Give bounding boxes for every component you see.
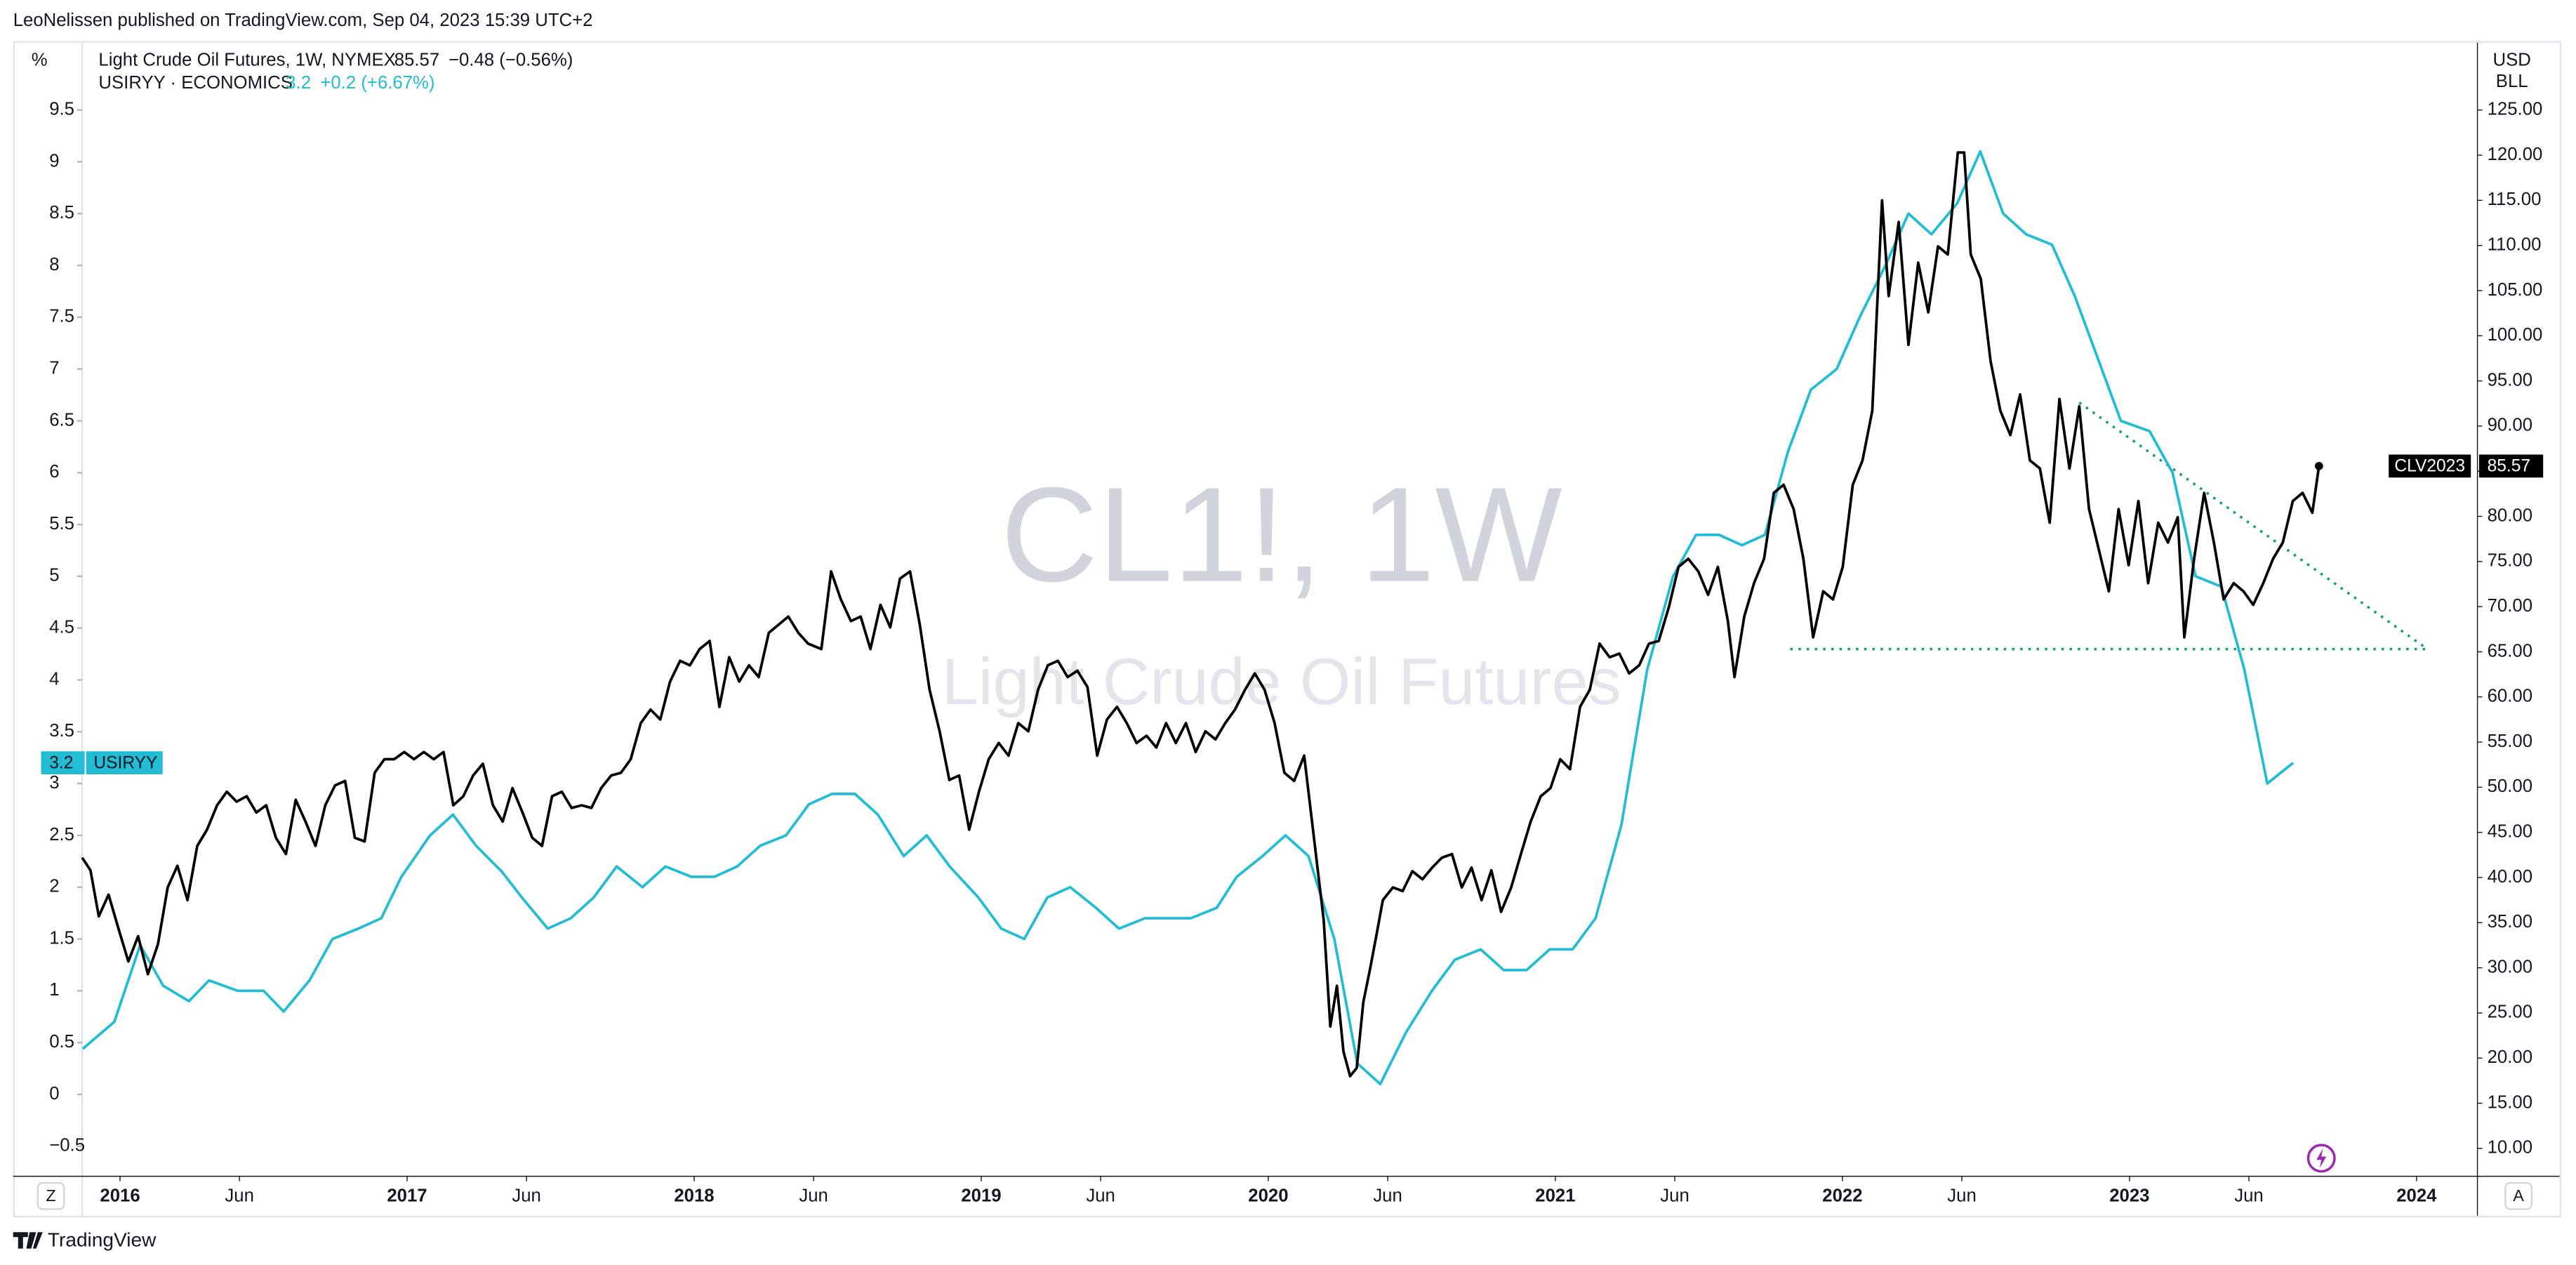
x-tick-label: Jun	[1373, 1186, 1402, 1206]
price-badge-label: CLV2023	[2394, 457, 2465, 476]
x-tick-label: 2017	[387, 1186, 427, 1206]
x-tick-label: 2020	[1248, 1186, 1288, 1206]
y2-tick-label: 90.00	[2488, 416, 2532, 435]
x-tick-label: Jun	[225, 1186, 254, 1206]
publisher: LeoNelissen published on TradingView.com…	[13, 11, 593, 30]
y2-tick-label: 40.00	[2488, 867, 2532, 887]
right-unit: USD	[2493, 50, 2531, 69]
zoom-button[interactable]	[36, 1181, 65, 1210]
event-icon-bolt	[2316, 1148, 2327, 1168]
trendline	[2078, 402, 2429, 651]
x-tick-label: Jun	[1660, 1186, 1689, 1206]
y-tick-label: 6	[49, 462, 59, 482]
y-tick-label: 3	[49, 773, 59, 793]
y2-tick-label: 65.00	[2488, 641, 2532, 661]
y2-tick-label: 60.00	[2488, 687, 2532, 706]
legend-oil-last: 85.57	[394, 50, 439, 69]
cpi-badge-label: USIRYY	[93, 753, 157, 772]
x-tick-label: Jun	[2234, 1186, 2264, 1206]
cpi-badge-value: 3.2	[49, 753, 73, 772]
y2-tick-label: 105.00	[2488, 280, 2543, 300]
y-tick-label: 1.5	[49, 928, 74, 948]
right-unit: BLL	[2496, 72, 2528, 91]
y-tick-label: 0.5	[49, 1032, 74, 1052]
cpi-line	[81, 150, 2295, 1086]
footer: TradingView	[48, 1228, 157, 1250]
price-badge-value	[2478, 454, 2544, 478]
y-tick-label: 8	[49, 255, 59, 274]
y2-tick-label: 55.00	[2488, 731, 2532, 751]
watermark: CL1!, 1W	[1001, 459, 1562, 610]
y-tick-label: 2.5	[49, 825, 74, 845]
y2-tick-label: 115.00	[2488, 190, 2542, 209]
price-badge-value-label: 85.57	[2488, 457, 2530, 476]
y2-tick-label: 30.00	[2488, 957, 2532, 976]
zoom-button-label: Z	[46, 1186, 55, 1205]
y-tick-label: 6.5	[49, 410, 74, 430]
x-tick-label: 2023	[2109, 1186, 2149, 1206]
cpi-badge	[41, 751, 163, 775]
y-tick-label: −0.5	[49, 1136, 85, 1155]
x-tick-label: 2018	[674, 1186, 714, 1206]
y-tick-label: 9.5	[49, 99, 74, 119]
x-tick-label: 2016	[100, 1186, 140, 1206]
watermark-sub: Light Crude Oil Futures	[942, 644, 1621, 718]
x-tick-label: Jun	[512, 1186, 541, 1206]
y-tick-label: 9	[49, 151, 59, 171]
x-tick-label: 2024	[2396, 1186, 2437, 1206]
auto-button[interactable]	[2504, 1181, 2532, 1210]
legend-cpi-change: +0.2 (+6.67%)	[320, 73, 434, 93]
y-tick-label: 3.5	[49, 721, 74, 741]
last-point	[2314, 462, 2323, 470]
y-tick-label: 8.5	[49, 203, 74, 223]
y2-tick-label: 95.00	[2488, 370, 2532, 390]
x-tick-label: 2019	[961, 1186, 1001, 1206]
y2-tick-label: 45.00	[2488, 822, 2532, 842]
y-tick-label: 7.5	[49, 307, 74, 326]
oil-line	[81, 151, 2321, 1078]
x-tick-label: Jun	[799, 1186, 828, 1206]
event-icon[interactable]	[2306, 1144, 2336, 1173]
legend-oil[interactable]: Light Crude Oil Futures, 1W, NYMEX	[98, 50, 395, 69]
y2-tick-label: 80.00	[2488, 505, 2532, 525]
left-unit[interactable]: %	[32, 50, 48, 69]
x-tick-label: Jun	[1086, 1186, 1115, 1206]
y2-tick-label: 50.00	[2488, 776, 2532, 796]
y2-tick-label: 120.00	[2488, 145, 2543, 164]
plot: −0.5 0 0.5 1 1.5 2 2.5 3 3.5 4 4.5 5 5.5 6 6.5 7 7.5 8 8.5…	[41, 99, 2544, 1206]
y2-tick-label: 70.00	[2488, 596, 2532, 616]
auto-button-label: A	[2513, 1186, 2524, 1205]
y2-tick-label: 10.00	[2488, 1138, 2532, 1158]
y2-tick-label: 110.00	[2488, 234, 2542, 254]
y-tick-label: 7	[49, 358, 59, 378]
y2-tick-label: 15.00	[2488, 1092, 2532, 1112]
y2-tick-label: 125.00	[2488, 100, 2543, 119]
x-tick-label: Jun	[1947, 1186, 1977, 1206]
legend-cpi[interactable]: USIRYY · ECONOMICS	[98, 73, 292, 93]
y-tick-label: 1	[49, 980, 59, 1000]
y2-tick-label: 20.00	[2488, 1047, 2532, 1067]
y-tick-label: 0	[49, 1084, 59, 1104]
y-tick-label: 2	[49, 877, 59, 896]
y2-tick-label: 75.00	[2488, 551, 2532, 571]
price-badge	[2389, 454, 2471, 478]
y2-tick-label: 35.00	[2488, 912, 2532, 932]
logo	[13, 1232, 43, 1249]
legend-cpi-last: 3.2	[286, 73, 311, 93]
y-tick-label: 4	[49, 669, 59, 689]
x-tick-label: 2022	[1822, 1186, 1862, 1206]
y2-tick-label: 100.00	[2488, 325, 2543, 345]
y2-tick-label: 25.00	[2488, 1002, 2532, 1022]
frame	[13, 41, 2561, 1218]
y-tick-label: 4.5	[49, 618, 74, 637]
legend-oil-change: −0.48 (−0.56%)	[449, 50, 573, 69]
legend: Light Crude Oil Futures, 1W, NYMEX 85.57…	[98, 50, 573, 93]
y-tick-label: 5	[49, 566, 59, 585]
x-tick-label: 2021	[1535, 1186, 1575, 1206]
y-tick-label: 5.5	[49, 514, 74, 534]
